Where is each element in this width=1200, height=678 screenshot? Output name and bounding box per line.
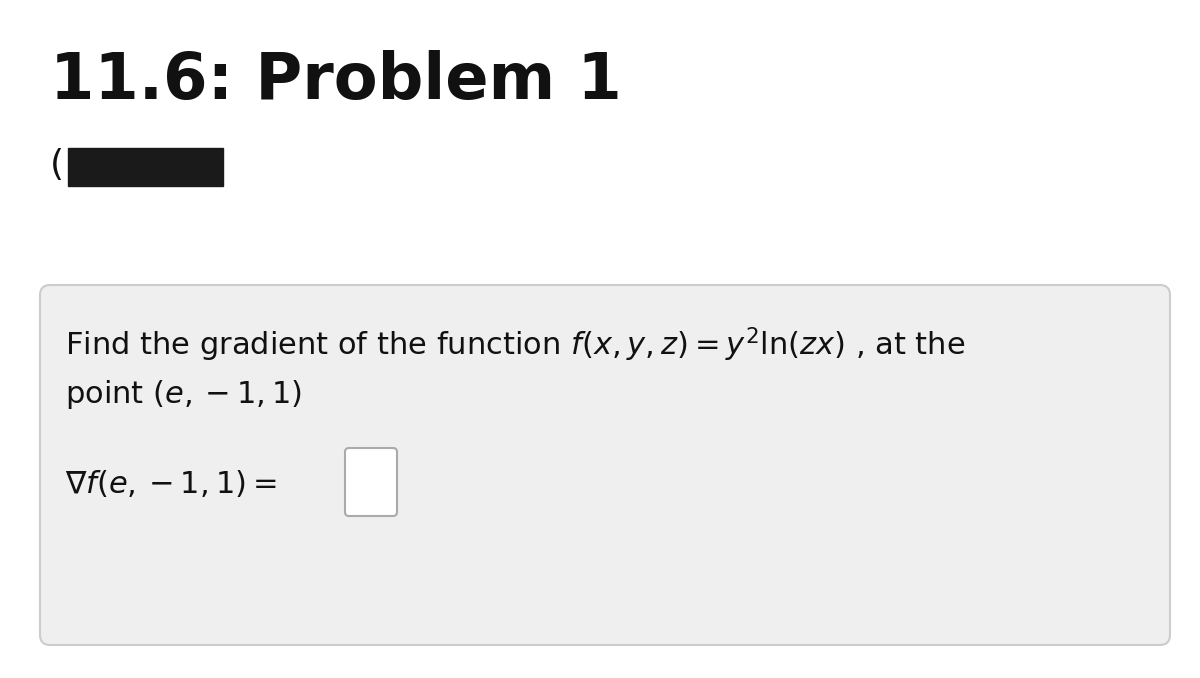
Text: 11.6: Problem 1: 11.6: Problem 1 (50, 50, 622, 112)
FancyBboxPatch shape (40, 285, 1170, 645)
Text: $\nabla f(e, -1, 1) = $: $\nabla f(e, -1, 1) = $ (65, 468, 277, 499)
FancyBboxPatch shape (346, 448, 397, 516)
Text: (: ( (50, 148, 64, 182)
Text: point $(e, -1, 1)$: point $(e, -1, 1)$ (65, 378, 302, 411)
Text: Find the gradient of the function $f(x, y, z) = y^2\ln(zx)$ , at the: Find the gradient of the function $f(x, … (65, 325, 965, 363)
Bar (68, 148, 223, 186)
